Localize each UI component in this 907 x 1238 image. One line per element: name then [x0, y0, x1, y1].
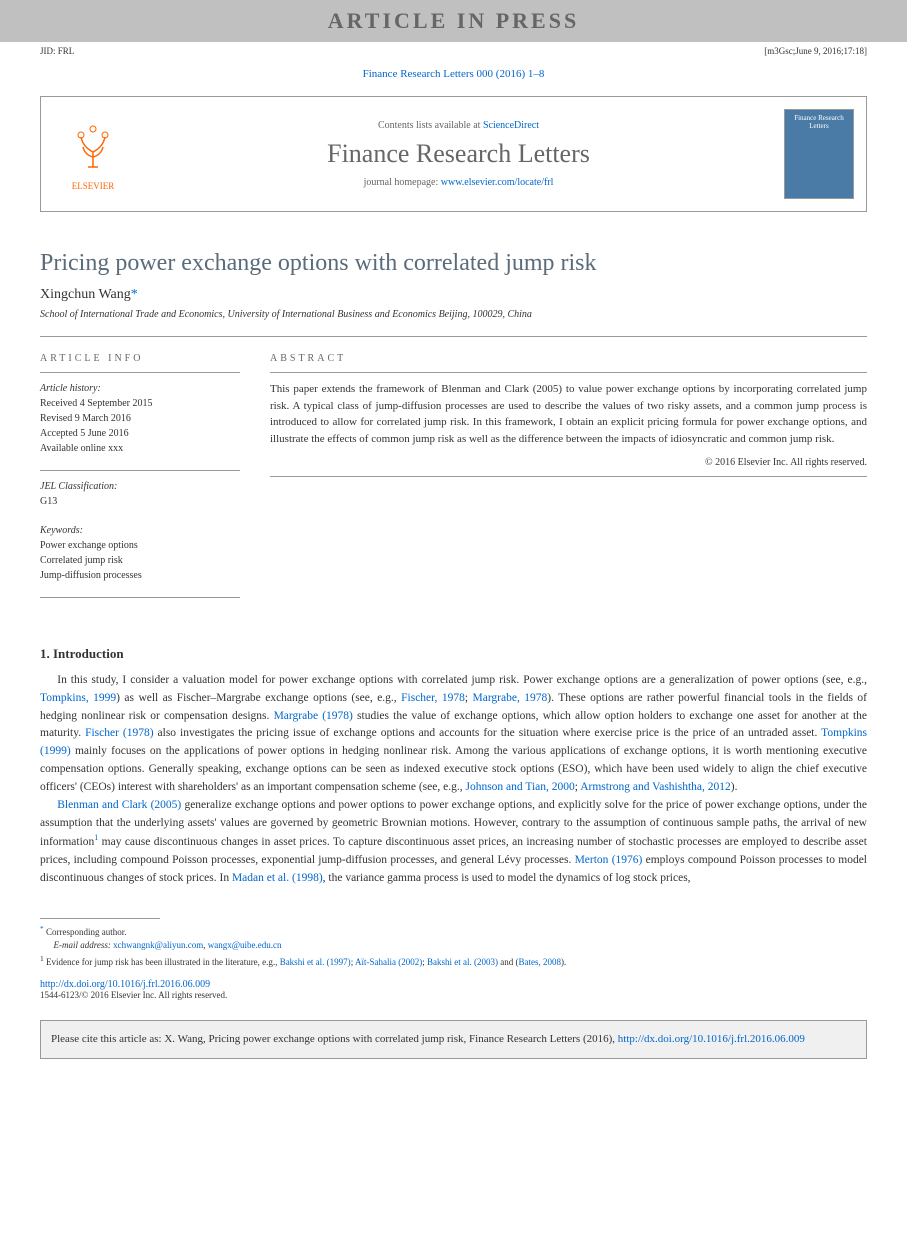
cover-title: Finance Research Letters	[789, 114, 849, 130]
ref-margrabe-1978b[interactable]: Margrabe (1978)	[274, 710, 353, 722]
elsevier-tree-icon	[63, 117, 123, 177]
ref-merton-1976[interactable]: Merton (1976)	[575, 854, 643, 866]
abstract-copyright: © 2016 Elsevier Inc. All rights reserved…	[270, 457, 867, 468]
p1-text-b: ) as well as Fischer–Margrabe exchange o…	[116, 692, 401, 704]
ref-blenman-clark-2005[interactable]: Blenman and Clark (2005)	[57, 799, 181, 811]
author-corr-marker[interactable]: *	[131, 287, 138, 302]
author-name: Xingchun Wang	[40, 287, 131, 302]
keyword-1: Power exchange options	[40, 538, 240, 553]
keywords-label: Keywords:	[40, 523, 240, 538]
divider	[40, 336, 867, 337]
homepage-prefix: journal homepage:	[364, 177, 441, 188]
jid-label: JID: FRL	[40, 46, 74, 56]
issn-copyright: 1544-6123/© 2016 Elsevier Inc. All right…	[0, 990, 907, 1010]
email-line: E-mail address: xchwangnk@aliyun.com, wa…	[40, 939, 867, 953]
keyword-3: Jump-diffusion processes	[40, 568, 240, 583]
intro-paragraph-1: In this study, I consider a valuation mo…	[0, 672, 907, 797]
email-label: E-mail address:	[54, 940, 114, 950]
ref-madan-1998[interactable]: Madan et al. (1998)	[232, 872, 323, 884]
elsevier-logo[interactable]: ELSEVIER	[53, 109, 133, 199]
jel-classification: JEL Classification: G13	[40, 479, 240, 509]
p2-text-d: , the variance gamma process is used to …	[323, 872, 691, 884]
jel-label: JEL Classification:	[40, 479, 240, 494]
cite-text: Please cite this article as: X. Wang, Pr…	[51, 1033, 618, 1045]
p1-text-a: In this study, I consider a valuation mo…	[57, 674, 867, 686]
journal-name-heading: Finance Research Letters	[133, 139, 784, 169]
affiliation: School of International Trade and Econom…	[0, 309, 907, 330]
footnote-divider	[40, 918, 160, 919]
ref-bates-2008[interactable]: Bates, 2008	[518, 957, 561, 967]
abstract-heading: ABSTRACT	[270, 353, 867, 364]
article-history: Article history: Received 4 September 20…	[40, 381, 240, 456]
fn1-text-d: and (	[498, 957, 519, 967]
cite-doi-link[interactable]: http://dx.doi.org/10.1016/j.frl.2016.06.…	[618, 1033, 805, 1045]
section-1-heading: 1. Introduction	[0, 616, 907, 672]
keywords-section: Keywords: Power exchange options Correla…	[40, 523, 240, 583]
received-date: Received 4 September 2015	[40, 396, 240, 411]
meta-row: JID: FRL [m3Gsc;June 9, 2016;17:18]	[0, 42, 907, 60]
doi-link[interactable]: http://dx.doi.org/10.1016/j.frl.2016.06.…	[40, 979, 210, 990]
p1-text-g: mainly focuses on the applications of po…	[40, 745, 867, 793]
homepage-line: journal homepage: www.elsevier.com/locat…	[133, 177, 784, 188]
ref-bakshi-1997[interactable]: Bakshi et al. (1997)	[280, 957, 351, 967]
intro-paragraph-2: Blenman and Clark (2005) generalize exch…	[0, 797, 907, 888]
history-label: Article history:	[40, 381, 240, 396]
online-date: Available online xxx	[40, 441, 240, 456]
journal-cover-thumbnail[interactable]: Finance Research Letters	[784, 109, 854, 199]
abstract-text: This paper extends the framework of Blen…	[270, 381, 867, 447]
journal-header-box: ELSEVIER Contents lists available at Sci…	[40, 96, 867, 212]
elsevier-name: ELSEVIER	[72, 181, 115, 191]
article-title: Pricing power exchange options with corr…	[0, 220, 907, 287]
footnote-1: 1 Evidence for jump risk has been illust…	[40, 953, 867, 970]
ref-armstrong-vashishtha-2012[interactable]: Armstrong and Vashishtha, 2012	[580, 781, 731, 793]
info-abstract-row: ARTICLE INFO Article history: Received 4…	[0, 343, 907, 616]
p1-text-f: also investigates the pricing issue of e…	[154, 727, 822, 739]
corr-text: Corresponding author.	[46, 927, 127, 937]
revised-date: Revised 9 March 2016	[40, 411, 240, 426]
ref-tompkins-1999a[interactable]: Tompkins, 1999	[40, 692, 116, 704]
ref-bakshi-2003[interactable]: Bakshi et al. (2003)	[427, 957, 498, 967]
ref-margrabe-1978a[interactable]: Margrabe, 1978	[472, 692, 547, 704]
article-in-press-banner: ARTICLE IN PRESS	[0, 0, 907, 42]
journal-ref-link[interactable]: Finance Research Letters 000 (2016) 1–8	[363, 68, 545, 80]
ref-fischer-1978a[interactable]: Fischer, 1978	[401, 692, 465, 704]
footnotes: * Corresponding author. E-mail address: …	[0, 923, 907, 970]
header-center: Contents lists available at ScienceDirec…	[133, 120, 784, 188]
jel-code: G13	[40, 494, 240, 509]
ref-ait-sahalia-2002[interactable]: Aït-Sahalia (2002)	[355, 957, 422, 967]
email-2-link[interactable]: wangx@uibe.edu.cn	[208, 940, 282, 950]
contents-prefix: Contents lists available at	[378, 120, 483, 131]
keyword-2: Correlated jump risk	[40, 553, 240, 568]
author-line: Xingchun Wang*	[0, 287, 907, 309]
citation-box: Please cite this article as: X. Wang, Pr…	[40, 1020, 867, 1059]
doi-line: http://dx.doi.org/10.1016/j.frl.2016.06.…	[0, 969, 907, 990]
ref-fischer-1978b[interactable]: Fischer (1978)	[85, 727, 153, 739]
article-info-column: ARTICLE INFO Article history: Received 4…	[40, 353, 240, 606]
fn1-text-e: ).	[561, 957, 566, 967]
p1-text-i: ).	[731, 781, 738, 793]
abstract-column: ABSTRACT This paper extends the framewor…	[270, 353, 867, 606]
sciencedirect-link[interactable]: ScienceDirect	[483, 120, 539, 131]
article-info-heading: ARTICLE INFO	[40, 353, 240, 364]
ref-johnson-tian-2000[interactable]: Johnson and Tian, 2000	[465, 781, 574, 793]
accepted-date: Accepted 5 June 2016	[40, 426, 240, 441]
email-1-link[interactable]: xchwangnk@aliyun.com	[113, 940, 203, 950]
corr-marker: *	[40, 924, 44, 933]
homepage-link[interactable]: www.elsevier.com/locate/frl	[441, 177, 554, 188]
timestamp: [m3Gsc;June 9, 2016;17:18]	[764, 46, 867, 56]
contents-available: Contents lists available at ScienceDirec…	[133, 120, 784, 131]
fn1-text-a: Evidence for jump risk has been illustra…	[44, 957, 280, 967]
journal-reference: Finance Research Letters 000 (2016) 1–8	[0, 60, 907, 88]
corresponding-author-note: * Corresponding author.	[40, 923, 867, 940]
